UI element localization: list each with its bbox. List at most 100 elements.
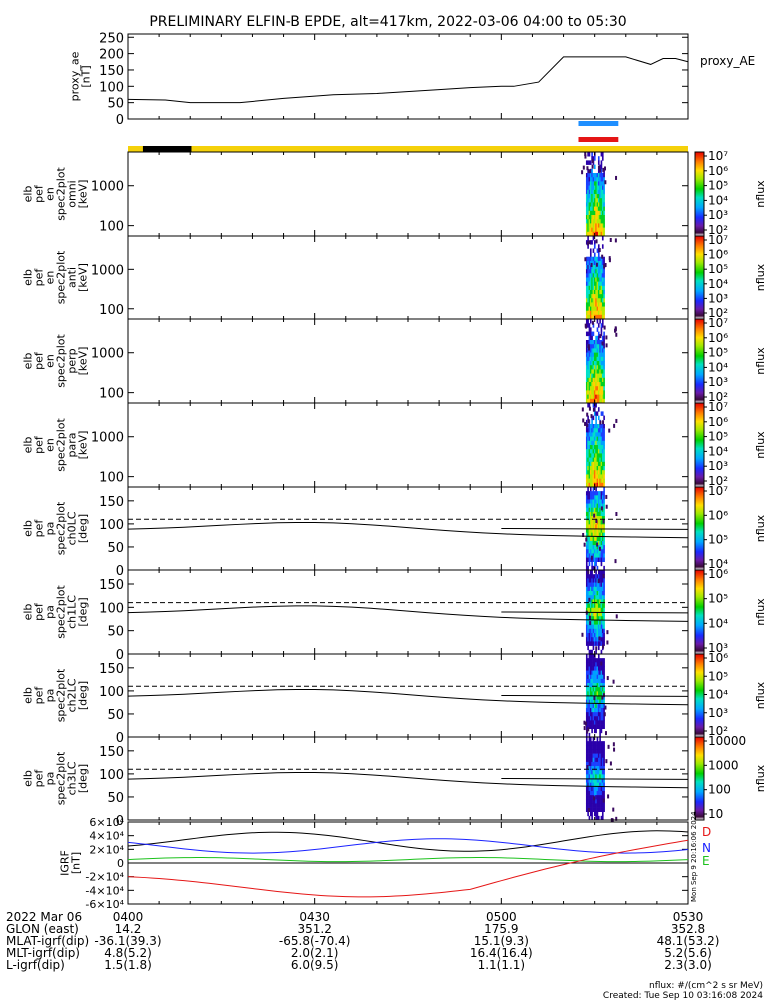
flux-cell [600,398,603,404]
flux-cell [603,578,605,583]
flux-cell [603,478,605,484]
flux-cell [588,633,591,638]
flux-cell [599,782,601,788]
flux-cell [597,745,600,750]
flux-cell [599,453,601,458]
flux-cell [603,194,605,199]
flux-cell [596,699,599,705]
flux-cell [603,591,605,596]
flux-cell [593,173,596,178]
y-axis-label-line: elb [22,520,35,537]
flux-cell [592,637,595,642]
flux-cell [588,503,591,509]
flux-cell [581,170,584,175]
flux-cell [597,202,600,207]
flux-cell [591,164,594,169]
flux-cell [593,724,596,729]
flux-cell [603,181,605,186]
flux-cell [597,231,600,237]
flux-cell [601,215,604,220]
flux-cell [600,595,603,600]
flux-cell [587,570,590,575]
flux-cell [592,474,595,479]
flux-cell [595,557,597,562]
flux-cell [595,741,597,746]
flux-cell [593,189,596,195]
flux-cell [593,453,596,458]
y-axis-label-line: [keV] [77,347,90,376]
flux-cell [597,770,600,775]
flux-cell [603,470,605,475]
flux-cell [585,215,588,220]
flux-cell [599,774,601,779]
flux-cell [585,557,588,562]
flux-cell [603,753,605,759]
flux-cell [591,373,593,379]
flux-cell [599,770,601,775]
flux-cell [600,181,603,186]
flux-cell [591,516,593,521]
flux-cell [599,189,601,195]
flux-cell [585,281,588,287]
footer-cell: 1.5(1.8) [104,958,152,972]
flux-cell [596,457,599,463]
flux-cell [605,343,608,348]
flux-cell [602,644,605,649]
flux-cell [599,703,601,709]
flux-cell [593,185,596,191]
footer-cell: 1.1(1.1) [478,958,526,972]
flux-cell [589,745,592,750]
flux-cell [599,294,601,299]
flux-cell [593,277,596,282]
flux-cell [592,633,595,638]
flux-cell [596,542,599,547]
colorbar-label-group: nflux [754,180,767,208]
footer-cell: 5.2(5.6) [664,946,712,960]
flux-cell [596,803,599,808]
colorbar-tick-label: 10⁴ [708,616,728,630]
flux-cell [592,574,595,579]
flux-cell [601,185,604,191]
flux-cell [600,799,603,804]
flux-cell [597,803,600,808]
flux-cell [587,285,589,291]
flux-cell [582,165,585,170]
flux-cell [588,670,591,676]
flux-cell [587,557,589,562]
flux-cell [592,778,595,783]
flux-cell [597,520,600,525]
flux-cell [592,520,595,525]
colorbar-label-group: nflux [754,514,767,542]
flux-cell [592,595,595,600]
plot-title: PRELIMINARY ELFIN-B EPDE, alt=417km, 202… [149,14,626,30]
flux-cell [593,637,596,642]
flux-cell [599,807,601,812]
flux-cell [596,724,599,729]
flux-cell [587,790,589,796]
flux-cell [587,244,589,249]
flux-cell [591,545,593,550]
flux-cell [586,423,589,428]
flux-cell [600,495,603,500]
flux-cell [589,440,592,446]
flux-cell [591,712,593,717]
flux-cell [593,745,596,750]
flux-cell [588,524,591,529]
flux-cell [597,687,600,692]
flux-cell [601,670,604,676]
flux-cell [589,749,592,754]
flux-cell [588,185,591,191]
flux-cell [587,382,589,387]
flux-cell [588,654,591,659]
flux-cell [601,474,604,479]
y-tick-label: 100 [99,303,124,318]
flux-cell [600,661,603,666]
flux-cell [600,453,603,458]
flux-cell [596,757,599,763]
flux-cell [601,457,604,463]
flux-cell [588,795,591,800]
flux-cell [595,482,597,488]
flux-cell [589,511,592,517]
flux-cell [601,198,604,203]
flux-cell [591,215,593,220]
